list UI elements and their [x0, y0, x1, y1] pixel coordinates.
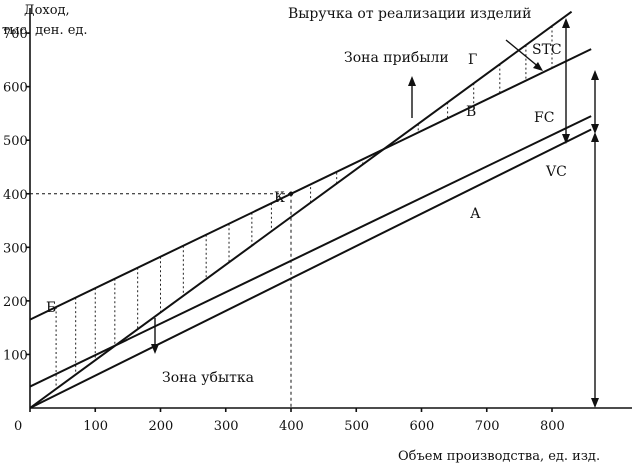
point-a-label: А: [470, 206, 481, 222]
x-tick-label: 600: [410, 419, 435, 434]
stc-pointer: [505, 39, 541, 69]
stc-pointer-head: [533, 62, 543, 71]
x-tick-label: 0: [14, 419, 22, 434]
vc-gap-arrowhead-top: [591, 132, 599, 142]
stc-label: STC: [532, 42, 562, 58]
point-b-label: Б: [46, 300, 56, 316]
series-line-vc: [29, 115, 592, 388]
x-ticks: 0 100 200 300 400 500 600 700 800: [14, 408, 565, 434]
y-axis-title-line1: Доход,: [24, 3, 70, 18]
series-line-stc: [29, 48, 592, 321]
y-tick-label: 200: [3, 295, 28, 310]
y-axis-title-line2: тыс. ден. ед.: [2, 23, 88, 38]
point-k-label: К: [274, 190, 285, 206]
lines-layer: [29, 10, 592, 409]
y-tick-label: 100: [3, 348, 28, 363]
y-tick-label: 500: [3, 134, 28, 149]
x-tick-label: 700: [475, 419, 500, 434]
profit-zone-arrowhead: [408, 76, 416, 86]
x-tick-label: 300: [214, 419, 239, 434]
profit-zone-label: Зона прибыли: [344, 50, 449, 66]
fc-gap-arrowhead-top: [591, 70, 599, 80]
y-tick-label: 600: [3, 81, 28, 96]
x-tick-label: 800: [540, 419, 565, 434]
point-v-label: В: [466, 104, 476, 120]
fc-gap-arrowhead-bottom: [591, 124, 599, 134]
point-g-label: Г: [468, 52, 477, 68]
profit-gap-arrowhead-bottom: [562, 134, 570, 144]
profit-gap-arrowhead-top: [562, 18, 570, 28]
vc-label: VC: [545, 164, 567, 180]
loss-zone-arrowhead: [151, 344, 159, 354]
x-tick-label: 500: [344, 419, 369, 434]
x-tick-label: 400: [279, 419, 304, 434]
y-tick-label: 700: [3, 27, 28, 42]
loss-zone-label: Зона убытка: [162, 370, 254, 386]
hatch-layer: [55, 25, 553, 389]
series-line-revenue: [29, 10, 573, 409]
fc-label: FC: [534, 110, 554, 126]
y-tick-label: 400: [3, 188, 28, 203]
x-tick-label: 100: [83, 419, 108, 434]
x-axis-title: Объем производства, ед. изд.: [398, 449, 600, 464]
series-line-fc: [29, 128, 592, 409]
y-tick-label: 300: [3, 241, 28, 256]
vc-gap-arrowhead-bottom: [591, 398, 599, 408]
x-tick-label: 200: [149, 419, 174, 434]
y-ticks: 100 200 300 400 500 600 700: [3, 27, 30, 363]
revenue-line-label: Выручка от реализации изделий: [288, 6, 531, 22]
